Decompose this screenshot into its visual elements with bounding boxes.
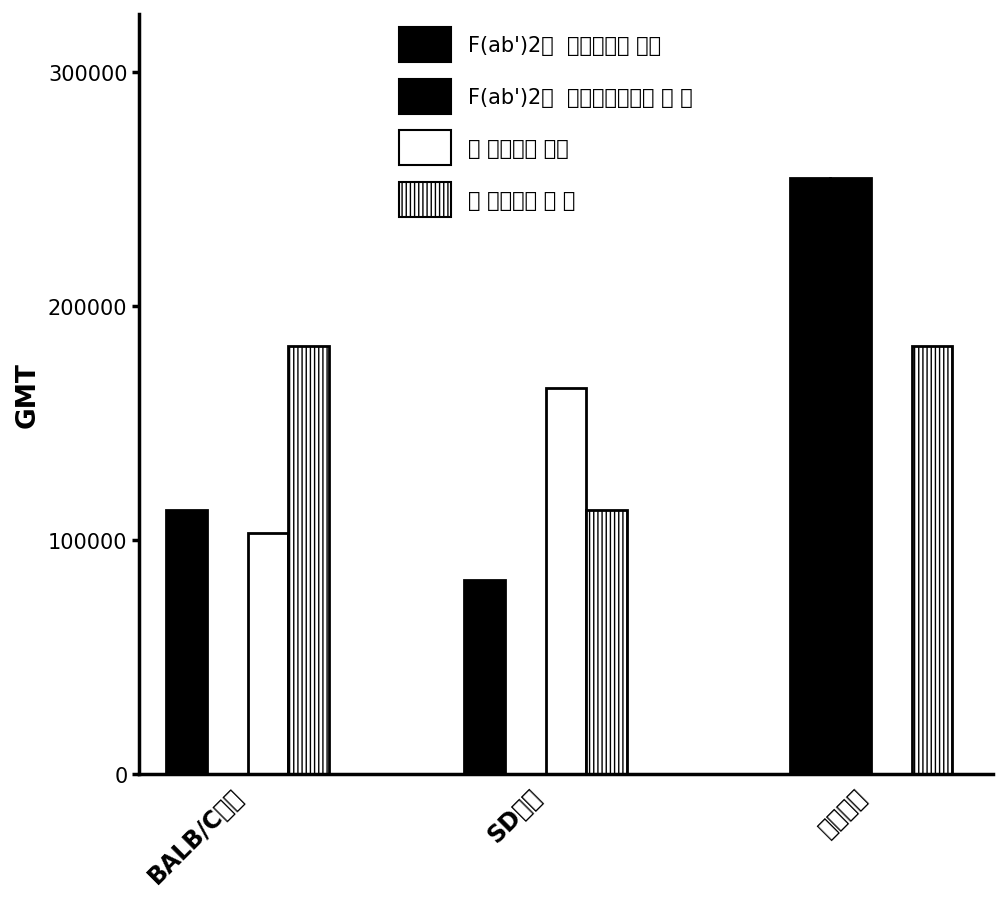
Y-axis label: GMT: GMT: [15, 362, 41, 427]
Bar: [288, 347, 329, 774]
Legend: F(ab')2片  段化二抗疫 苗组, F(ab')2片  段化二抗二抗对 照 组, 普 通二抗疫 苗组, 普 通二抗对 照 组: F(ab')2片 段化二抗疫 苗组, F(ab')2片 段化二抗二抗对 照 组,…: [389, 18, 703, 228]
Bar: [248, 534, 288, 774]
Bar: [465, 581, 505, 774]
Bar: [911, 347, 953, 774]
Bar: [587, 510, 627, 774]
Bar: [545, 389, 587, 774]
Bar: [789, 179, 831, 774]
Bar: [166, 510, 207, 774]
Bar: [831, 179, 871, 774]
